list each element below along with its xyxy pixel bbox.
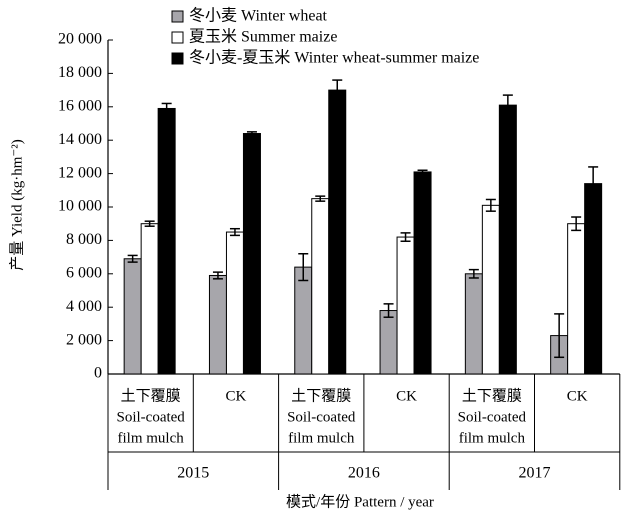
y-tick-label: 10 000 <box>58 198 102 215</box>
x-tick-label: CK <box>396 388 417 404</box>
bar <box>123 258 142 375</box>
y-axis-label: 产量 Yield (kg·hm⁻²) <box>8 139 25 271</box>
bar <box>396 236 415 375</box>
bar <box>140 223 159 375</box>
x-axis-label: 模式/年份 Pattern / year <box>286 493 434 510</box>
x-tick-label: 土下覆膜 <box>291 387 351 404</box>
bar <box>157 107 176 375</box>
bar <box>567 223 586 375</box>
x-tick-label: CK <box>226 388 247 404</box>
x-tick-label: Soil-coated <box>458 409 527 425</box>
y-tick-label: 4 000 <box>66 298 102 315</box>
bar <box>413 171 432 375</box>
y-tick-label: 18 000 <box>58 64 102 81</box>
bar <box>584 183 603 375</box>
legend-label: 冬小麦-夏玉米 Winter wheat-summer maize <box>189 49 479 67</box>
bar <box>208 274 227 375</box>
x-tick-label: Soil-coated <box>116 409 185 425</box>
bar <box>328 89 347 375</box>
legend-swatch <box>171 10 184 23</box>
x-tick-label: CK <box>567 388 588 404</box>
legend-swatch <box>171 52 184 65</box>
group-label: 2016 <box>348 465 380 482</box>
y-tick-label: 8 000 <box>66 231 102 248</box>
group-label: 2017 <box>519 465 551 482</box>
bar <box>242 133 261 375</box>
bar <box>225 231 244 375</box>
legend-label: 冬小麦 Winter wheat <box>189 7 328 25</box>
legend-label: 夏玉米 Summer maize <box>189 28 337 46</box>
bar <box>379 310 398 375</box>
y-tick-label: 14 000 <box>58 131 102 148</box>
x-tick-label: Soil-coated <box>287 409 356 425</box>
x-tick-label: 土下覆膜 <box>121 387 181 404</box>
y-tick-label: 0 <box>94 365 102 382</box>
x-tick-label: film mulch <box>118 430 185 446</box>
group-label: 2015 <box>177 465 209 482</box>
y-tick-label: 16 000 <box>58 97 102 114</box>
bar <box>311 198 330 375</box>
bar <box>498 104 517 375</box>
bar <box>464 273 483 375</box>
y-tick-label: 12 000 <box>58 164 102 181</box>
legend-swatch <box>171 31 184 44</box>
y-tick-label: 6 000 <box>66 264 102 281</box>
bar <box>481 204 500 375</box>
y-tick-label: 20 000 <box>58 31 102 48</box>
bar <box>294 266 313 375</box>
x-tick-label: film mulch <box>459 430 526 446</box>
y-tick-label: 2 000 <box>66 331 102 348</box>
x-tick-label: film mulch <box>288 430 355 446</box>
x-tick-label: 土下覆膜 <box>462 387 522 404</box>
